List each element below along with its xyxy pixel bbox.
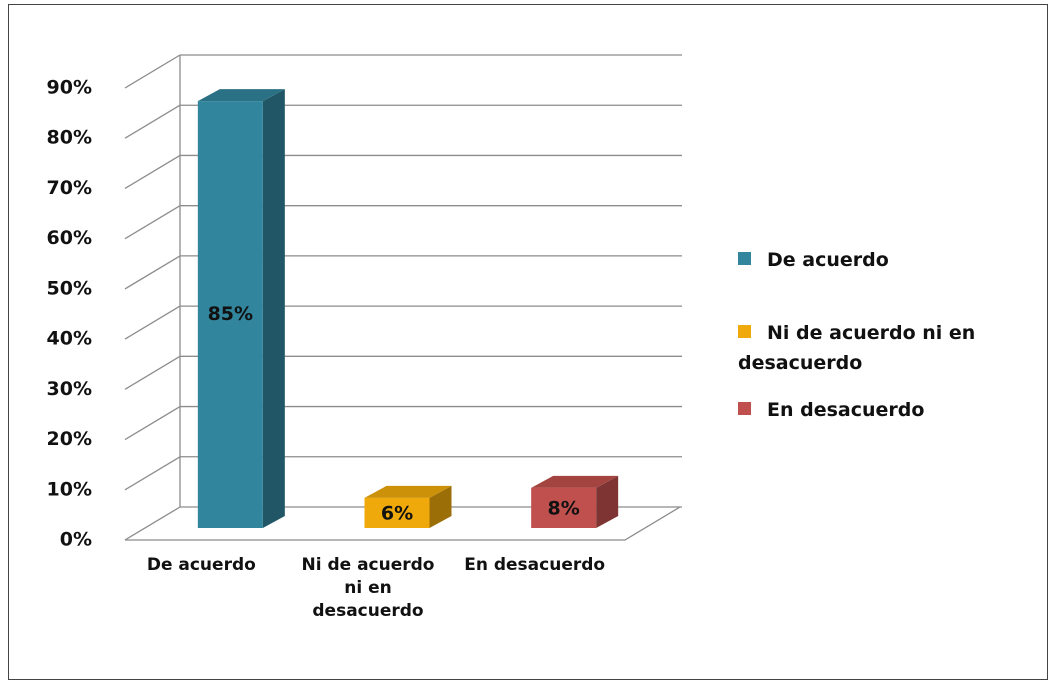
- legend-swatch: [738, 252, 751, 265]
- grid-diagonal: [124, 305, 181, 340]
- bar-top: [531, 475, 619, 488]
- x-tick-label: En desacuerdo: [464, 555, 606, 575]
- bar-side: [262, 89, 285, 528]
- bar-side: [429, 485, 452, 528]
- grid-diagonal: [124, 355, 181, 390]
- grid-diagonal: [124, 456, 181, 491]
- y-tick-label: 80%: [47, 127, 92, 149]
- legend-item: De acuerdo: [738, 245, 1043, 275]
- legend-item: Ni de acuerdo ni en desacuerdo: [738, 318, 1043, 378]
- y-tick-label: 60%: [47, 227, 92, 249]
- y-tick-label: 30%: [47, 378, 92, 400]
- x-tick-label: De acuerdo: [146, 555, 256, 575]
- bar: [197, 101, 263, 528]
- y-tick-label: 90%: [47, 77, 92, 99]
- grid-diagonal: [124, 54, 181, 89]
- bar: [531, 487, 597, 528]
- grid-diagonal: [124, 104, 181, 139]
- grid-diagonal: [124, 405, 181, 441]
- y-tick-label: 40%: [47, 328, 92, 350]
- y-tick-label: 0%: [60, 529, 92, 551]
- legend-label: De acuerdo: [767, 249, 889, 271]
- data-label: 8%: [548, 497, 580, 519]
- legend-item: En desacuerdo: [738, 395, 1043, 425]
- legend-swatch: [738, 402, 751, 415]
- x-tick-label: Ni de acuerdo ni en desacuerdo: [301, 555, 435, 621]
- chart-frame: [8, 4, 1048, 680]
- grid-diagonal: [124, 506, 181, 541]
- y-tick-label: 50%: [47, 277, 92, 299]
- grid-diagonal: [124, 205, 181, 240]
- y-tick-label: 20%: [47, 428, 92, 450]
- bar-side: [596, 475, 619, 528]
- data-label: 85%: [208, 303, 253, 325]
- grid-diagonal: [124, 154, 181, 190]
- bar-top: [197, 89, 285, 102]
- bar: [364, 497, 430, 528]
- bar-top: [364, 485, 452, 498]
- y-tick-label: 10%: [47, 478, 92, 500]
- grid-diagonal: [124, 255, 181, 290]
- y-tick-label: 70%: [47, 177, 92, 199]
- data-label: 6%: [381, 502, 413, 524]
- legend-swatch: [738, 325, 751, 338]
- floor-edge: [125, 506, 681, 541]
- legend-label: En desacuerdo: [767, 399, 925, 421]
- legend-label: Ni de acuerdo ni en desacuerdo: [738, 322, 976, 374]
